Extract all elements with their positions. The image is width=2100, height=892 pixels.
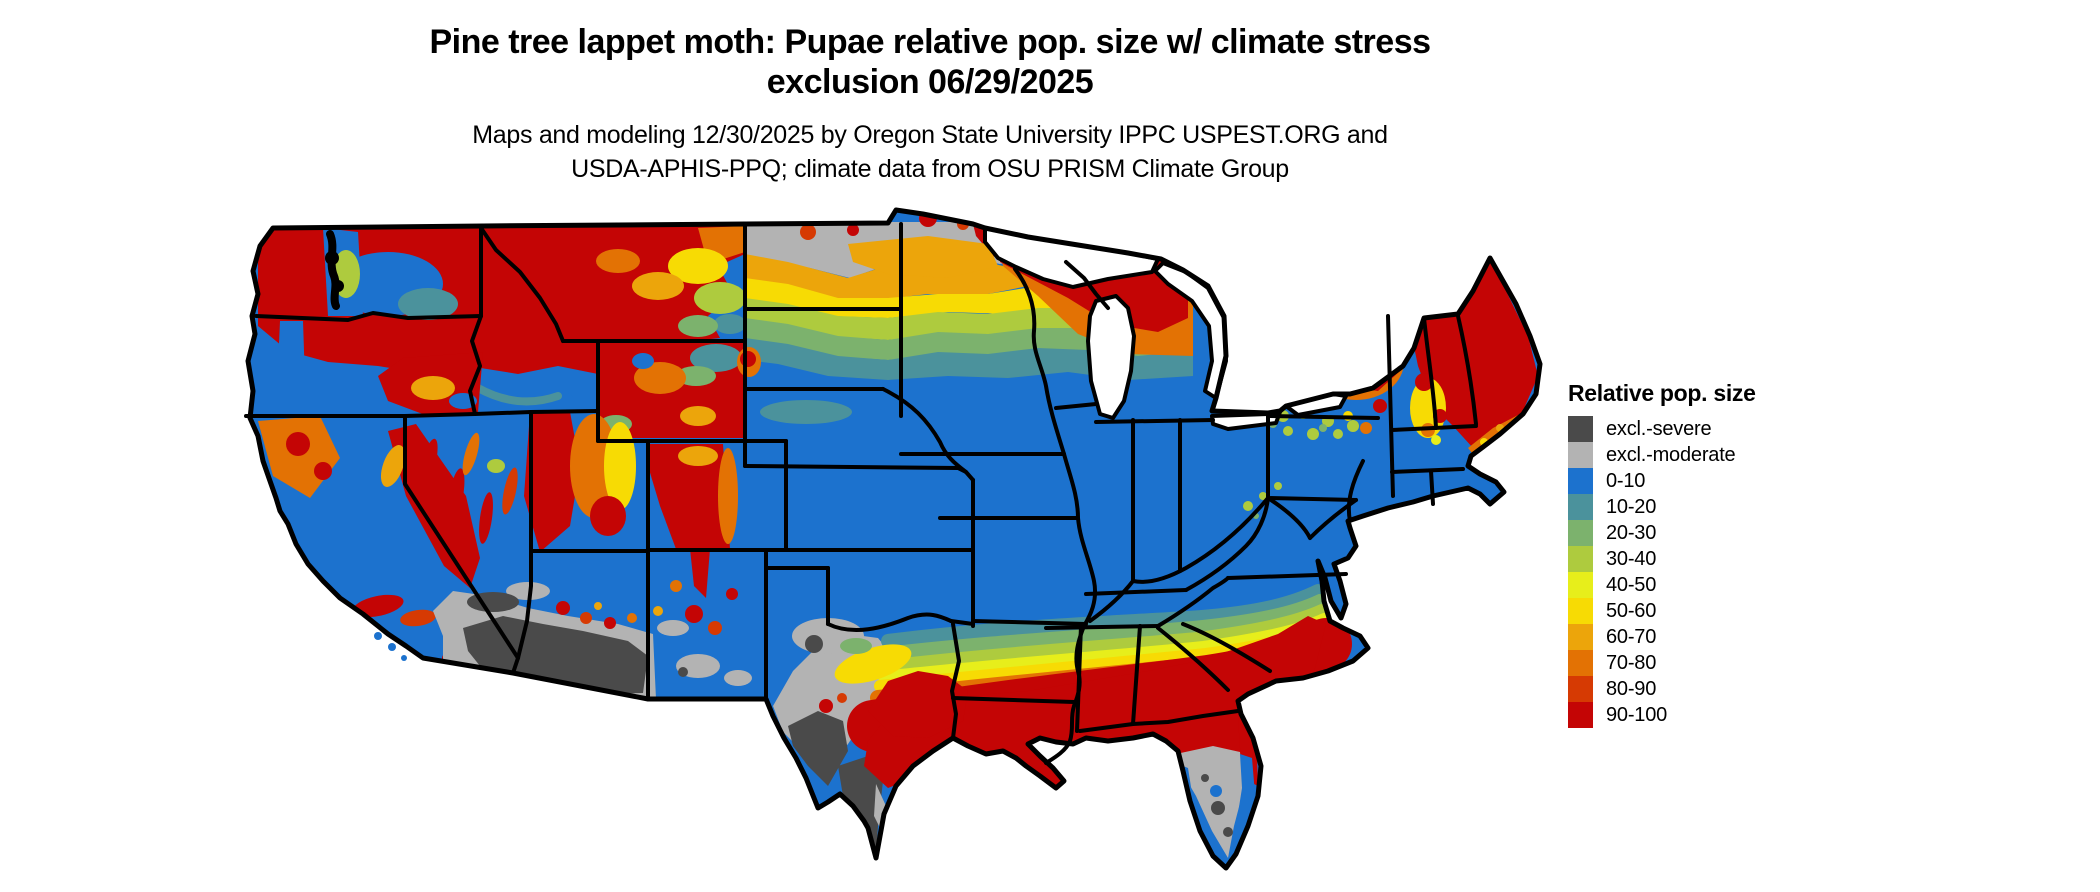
region-black-hills xyxy=(737,347,761,377)
legend-label: 10-20 xyxy=(1606,495,1657,518)
us-climate-map xyxy=(228,166,1548,892)
legend-swatch-40-50 xyxy=(1568,572,1593,598)
legend-swatch-20-30 xyxy=(1568,520,1593,546)
state-borders xyxy=(244,222,1478,765)
legend-row-50-60: 50-60 xyxy=(1568,598,1808,624)
legend-title: Relative pop. size xyxy=(1568,380,1756,406)
legend-swatch-90-100 xyxy=(1568,702,1593,728)
region-california xyxy=(258,416,480,665)
map-subtitle-line1: Maps and modeling 12/30/2025 by Oregon S… xyxy=(472,121,1388,149)
legend-row-10-20: 10-20 xyxy=(1568,494,1808,520)
legend-row-20-30: 20-30 xyxy=(1568,520,1808,546)
legend-swatch-50-60 xyxy=(1568,598,1593,624)
legend-swatch-70-80 xyxy=(1568,650,1593,676)
channel-islands xyxy=(374,632,407,661)
legend-swatch-0-10 xyxy=(1568,468,1593,494)
legend-label: 60-70 xyxy=(1606,625,1657,648)
legend-row-30-40: 30-40 xyxy=(1568,546,1808,572)
legend-swatch-excl.-severe xyxy=(1568,416,1593,442)
legend-label: 40-50 xyxy=(1606,573,1657,596)
puget-sound xyxy=(325,230,344,310)
legend-label: 30-40 xyxy=(1606,547,1657,570)
map-subtitle: Maps and modeling 12/30/2025 by Oregon S… xyxy=(0,118,1860,186)
map-title-line2: exclusion 06/29/2025 xyxy=(766,63,1094,101)
legend-swatch-excl.-moderate xyxy=(1568,442,1593,468)
legend-row-0-10: 0-10 xyxy=(1568,468,1808,494)
legend-row-90-100: 90-100 xyxy=(1568,702,1808,728)
legend-row-40-50: 40-50 xyxy=(1568,572,1808,598)
legend-label: 70-80 xyxy=(1606,651,1657,674)
legend-row-70-80: 70-80 xyxy=(1568,650,1808,676)
great-lakes xyxy=(983,226,1348,431)
map-legend: Relative pop. size excl.-severe excl.-mod… xyxy=(1568,380,1808,728)
legend-label: excl.-moderate xyxy=(1606,443,1736,466)
region-arizona-highlands xyxy=(556,601,637,629)
map-subtitle-line2: USDA-APHIS-PPQ; climate data from OSU PR… xyxy=(571,155,1289,183)
legend-swatch-10-20 xyxy=(1568,494,1593,520)
legend-row-excl.-severe: excl.-severe xyxy=(1568,416,1808,442)
region-southern-rockies xyxy=(646,444,738,635)
map-title-line1: Pine tree lappet moth: Pupae relative po… xyxy=(429,23,1431,61)
legend-swatch-80-90 xyxy=(1568,676,1593,702)
legend-swatch-30-40 xyxy=(1568,546,1593,572)
legend-label: excl.-severe xyxy=(1606,417,1712,440)
legend-swatch-60-70 xyxy=(1568,624,1593,650)
us-map-svg xyxy=(244,207,1543,871)
legend-label: 0-10 xyxy=(1606,469,1646,492)
legend-label: 50-60 xyxy=(1606,599,1657,622)
region-wyoming xyxy=(600,342,744,438)
lake-michigan xyxy=(1086,294,1136,420)
region-sandhills xyxy=(760,400,852,424)
region-northwest-mountains xyxy=(258,224,746,423)
legend-rows: excl.-severe excl.-moderate 0-10 10-20 20-30… xyxy=(1568,416,1808,728)
legend-row-80-90: 80-90 xyxy=(1568,676,1808,702)
legend-label: 90-100 xyxy=(1606,703,1668,726)
legend-row-excl.-moderate: excl.-moderate xyxy=(1568,442,1808,468)
us-outline xyxy=(245,207,1543,871)
legend-label: 20-30 xyxy=(1606,521,1657,544)
map-title: Pine tree lappet moth: Pupae relative po… xyxy=(0,22,1860,102)
legend-row-60-70: 60-70 xyxy=(1568,624,1808,650)
legend-label: 80-90 xyxy=(1606,677,1657,700)
